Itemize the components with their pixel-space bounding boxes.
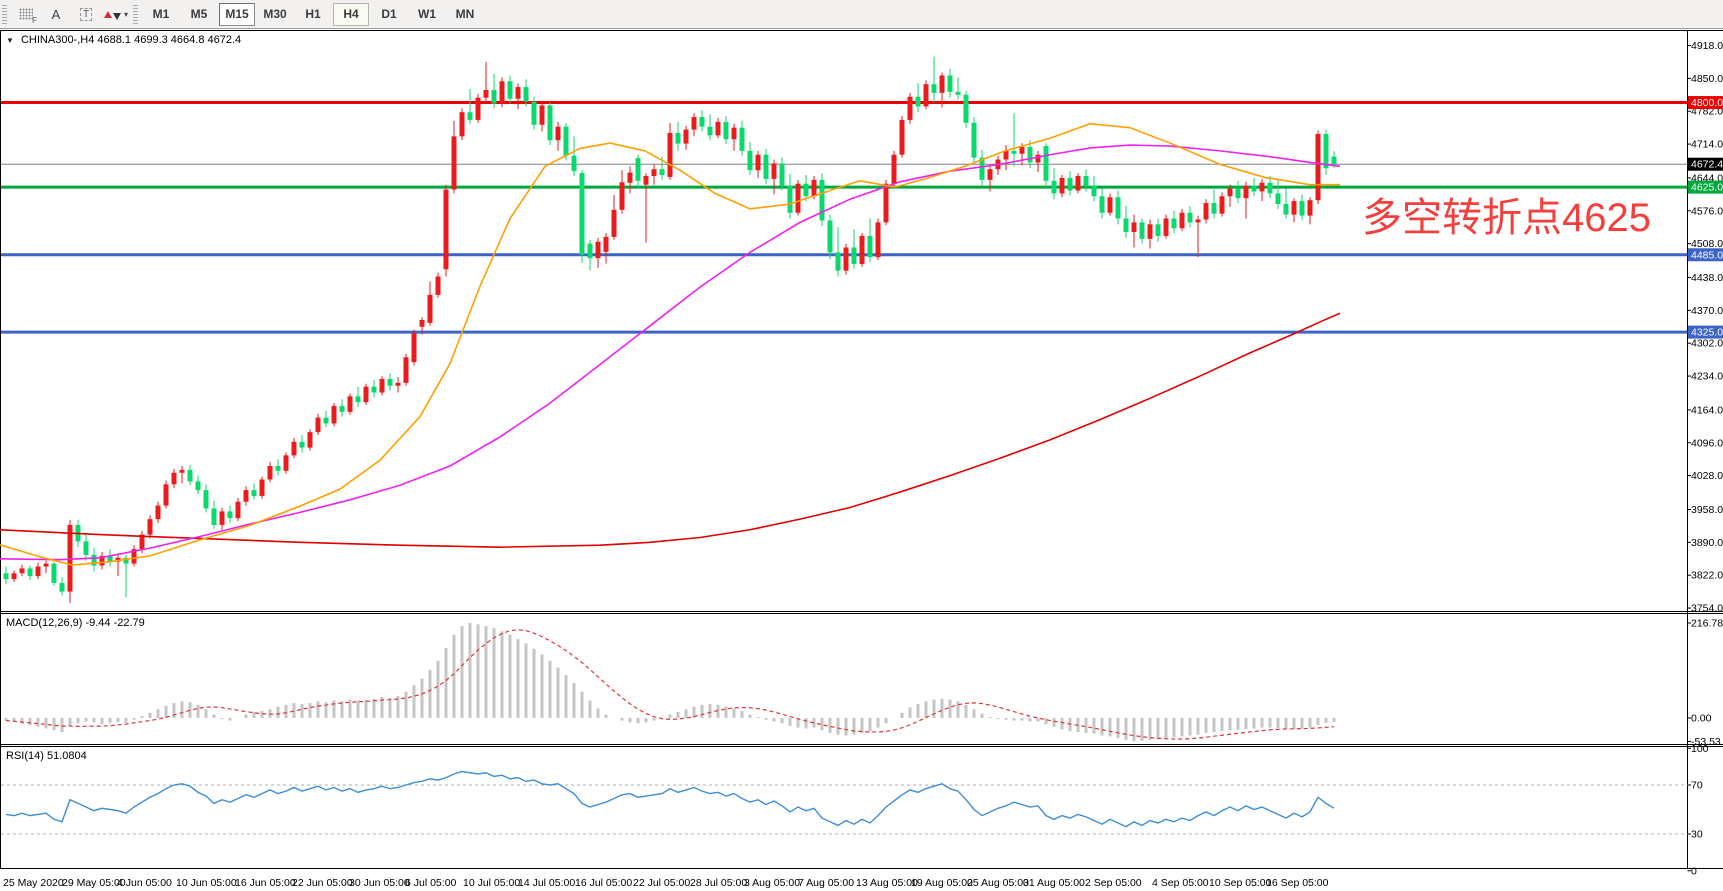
svg-text:28 Jul 05:00: 28 Jul 05:00 xyxy=(690,877,747,889)
svg-text:7 Aug 05:00: 7 Aug 05:00 xyxy=(798,877,854,889)
panel-frame xyxy=(0,30,1723,869)
svg-text:30: 30 xyxy=(1691,829,1703,841)
price-badge: 4625.0 xyxy=(1688,180,1723,194)
svg-text:16 Jun 05:00: 16 Jun 05:00 xyxy=(235,877,296,889)
svg-text:4625.0: 4625.0 xyxy=(1691,182,1723,194)
macd-panel: 216.78 0.00 -53.53 xyxy=(4,618,1723,748)
svg-text:100: 100 xyxy=(1691,743,1709,755)
svg-text:22 Jul 05:00: 22 Jul 05:00 xyxy=(633,877,690,889)
svg-text:4850.0: 4850.0 xyxy=(1691,73,1723,85)
svg-text:3754.0: 3754.0 xyxy=(1691,603,1723,615)
price-badge: 4672.4 xyxy=(1688,157,1723,171)
ma-mid-line xyxy=(0,144,1341,561)
toolbar-drag-handle[interactable] xyxy=(2,4,7,24)
timeframe-button-h1[interactable]: H1 xyxy=(305,7,321,21)
timeframe-button-group: M1 M5 M15 M30 H1 H4 D1 W1 MN xyxy=(142,2,484,26)
svg-text:6 Jul 05:00: 6 Jul 05:00 xyxy=(405,877,457,889)
svg-text:16 Jul 05:00: 16 Jul 05:00 xyxy=(575,877,632,889)
price-badge: 4800.0 xyxy=(1688,96,1723,110)
svg-text:3890.0: 3890.0 xyxy=(1691,537,1723,549)
svg-text:10 Sep 05:00: 10 Sep 05:00 xyxy=(1209,877,1272,889)
price-annotation: 多空转折点4625 xyxy=(1362,196,1651,240)
price-axis: 4918.04850.04782.04714.04644.04576.04508… xyxy=(1687,40,1723,615)
svg-text:31 Aug 05:00: 31 Aug 05:00 xyxy=(1023,877,1085,889)
timeframe-button-h4[interactable]: H4 xyxy=(333,2,369,26)
svg-text:0.00: 0.00 xyxy=(1691,713,1712,725)
svg-text:4485.0: 4485.0 xyxy=(1691,249,1723,261)
svg-text:4508.0: 4508.0 xyxy=(1691,238,1723,250)
svg-text:25 Aug 05:00: 25 Aug 05:00 xyxy=(967,877,1029,889)
svg-text:16 Sep 05:00: 16 Sep 05:00 xyxy=(1266,877,1329,889)
svg-text:216.78: 216.78 xyxy=(1691,618,1723,630)
svg-text:4800.0: 4800.0 xyxy=(1691,97,1723,109)
rsi-indicator-label: RSI(14) 51.0804 xyxy=(6,750,87,762)
rsi-panel: 100 70 30 0 xyxy=(1,743,1709,877)
timeframe-button-m15[interactable]: M15 xyxy=(219,2,255,26)
price-badge: 4485.0 xyxy=(1688,248,1723,262)
svg-text:3 Aug 05:00: 3 Aug 05:00 xyxy=(744,877,800,889)
macd-indicator-label: MACD(12,26,9) -9.44 -22.79 xyxy=(6,617,145,629)
svg-text:4672.4: 4672.4 xyxy=(1691,159,1723,171)
text-tool-icon[interactable]: A xyxy=(51,6,61,22)
svg-text:10 Jun 05:00: 10 Jun 05:00 xyxy=(176,877,237,889)
svg-text:4302.0: 4302.0 xyxy=(1691,338,1723,350)
ma-slow-line xyxy=(0,312,1341,548)
timeframe-button-mn[interactable]: MN xyxy=(455,7,475,21)
candles-layer xyxy=(3,56,1337,604)
chart-title[interactable]: ▼ CHINA300-,H4 4688.1 4699.3 4664.8 4672… xyxy=(6,34,241,46)
svg-text:4370.0: 4370.0 xyxy=(1691,305,1723,317)
snap-grid-icon[interactable]: F xyxy=(12,2,40,26)
svg-text:30 Jun 05:00: 30 Jun 05:00 xyxy=(349,877,410,889)
svg-text:4325.0: 4325.0 xyxy=(1691,327,1723,339)
price-badge: 4325.0 xyxy=(1688,325,1723,339)
timeframe-button-m1[interactable]: M1 xyxy=(152,7,170,21)
svg-text:4 Jun 05:00: 4 Jun 05:00 xyxy=(117,877,172,889)
chart-title-symbol: CHINA300-,H4 xyxy=(20,34,95,46)
svg-text:13 Aug 05:00: 13 Aug 05:00 xyxy=(856,877,918,889)
svg-text:0: 0 xyxy=(1691,865,1697,877)
svg-text:4234.0: 4234.0 xyxy=(1691,371,1723,383)
chevron-down-icon[interactable]: ▼ xyxy=(6,36,14,45)
top-toolbar: F A T ▾ M1 M5 M15 M30 H1 H4 D1 W1 MN xyxy=(0,0,1723,29)
label-tool-icon[interactable]: T xyxy=(72,2,100,26)
timeframe-button-m5[interactable]: M5 xyxy=(190,7,208,21)
svg-text:10 Jul 05:00: 10 Jul 05:00 xyxy=(463,877,520,889)
ma-fast-line xyxy=(0,122,1340,566)
svg-text:14 Jul 05:00: 14 Jul 05:00 xyxy=(518,877,575,889)
svg-text:70: 70 xyxy=(1691,780,1703,792)
timeframe-button-m30[interactable]: M30 xyxy=(263,7,287,21)
timeframe-group-handle[interactable] xyxy=(133,4,138,24)
svg-text:4164.0: 4164.0 xyxy=(1691,404,1723,416)
svg-text:25 May 2020: 25 May 2020 xyxy=(3,877,64,889)
chart-title-ohlc: 4688.1 4699.3 4664.8 4672.4 xyxy=(97,34,242,46)
svg-text:3822.0: 3822.0 xyxy=(1691,570,1723,582)
svg-text:19 Aug 05:00: 19 Aug 05:00 xyxy=(911,877,973,889)
svg-text:4714.0: 4714.0 xyxy=(1691,139,1723,151)
arrows-tool-icon[interactable]: ▾ xyxy=(102,2,130,26)
svg-text:22 Jun 05:00: 22 Jun 05:00 xyxy=(292,877,353,889)
svg-text:2 Sep 05:00: 2 Sep 05:00 xyxy=(1085,877,1142,889)
svg-text:4096.0: 4096.0 xyxy=(1691,437,1723,449)
svg-text:4438.0: 4438.0 xyxy=(1691,272,1723,284)
price-level-lines xyxy=(1,101,1688,334)
svg-text:4 Sep 05:00: 4 Sep 05:00 xyxy=(1152,877,1209,889)
timeframe-button-d1[interactable]: D1 xyxy=(381,7,397,21)
svg-text:4918.0: 4918.0 xyxy=(1691,40,1723,52)
svg-text:4028.0: 4028.0 xyxy=(1691,470,1723,482)
svg-text:4576.0: 4576.0 xyxy=(1691,205,1723,217)
timeframe-button-w1[interactable]: W1 xyxy=(418,7,436,21)
svg-text:-53.53: -53.53 xyxy=(1691,736,1721,748)
svg-text:29 May 05:00: 29 May 05:00 xyxy=(62,877,126,889)
svg-text:3958.0: 3958.0 xyxy=(1691,504,1723,516)
